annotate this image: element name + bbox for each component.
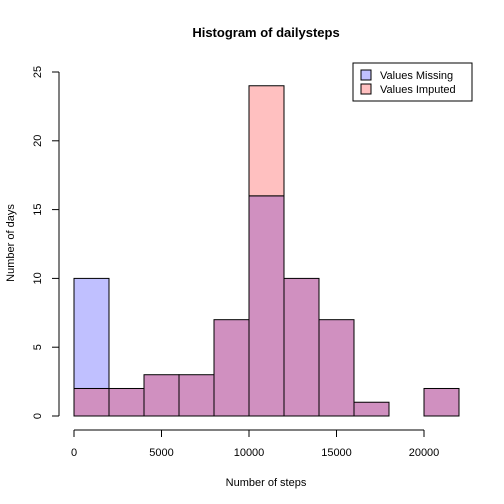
y-tick-label: 5 bbox=[32, 344, 44, 350]
bar-overlap bbox=[108, 387, 145, 417]
bar-overlap bbox=[283, 277, 320, 417]
legend-label: Values Missing bbox=[380, 70, 453, 82]
y-tick-label: 20 bbox=[32, 135, 44, 147]
y-tick-label: 0 bbox=[32, 413, 44, 419]
y-tick-label: 15 bbox=[32, 203, 44, 215]
bar-imputed-excess bbox=[248, 85, 285, 197]
x-tick-label: 10000 bbox=[234, 447, 265, 459]
x-axis-label: Number of steps bbox=[226, 477, 307, 489]
legend-swatch bbox=[360, 69, 372, 81]
x-tick-label: 15000 bbox=[321, 447, 352, 459]
legend-box bbox=[352, 62, 473, 102]
x-tick-label: 5000 bbox=[149, 447, 173, 459]
bar-overlap bbox=[143, 374, 180, 417]
bar-overlap bbox=[353, 401, 390, 417]
bar-overlap bbox=[178, 374, 215, 417]
x-tick-label: 0 bbox=[71, 447, 77, 459]
bar-missing-excess bbox=[73, 277, 110, 389]
axes-group: 0 5000 10000 15000 20000 0 5 10 15 20 25 bbox=[32, 66, 439, 459]
y-tick-label: 10 bbox=[32, 272, 44, 284]
bar-overlap bbox=[213, 319, 250, 417]
bar-overlap bbox=[248, 195, 285, 417]
legend-swatch bbox=[360, 83, 372, 95]
chart-title: Histogram of dailysteps bbox=[192, 25, 339, 40]
bar-overlap bbox=[318, 319, 355, 417]
bars-group bbox=[73, 85, 460, 417]
y-tick-label: 25 bbox=[32, 66, 44, 78]
bar-overlap bbox=[73, 387, 110, 417]
legend: Values Missing Values Imputed bbox=[352, 62, 473, 102]
x-tick-label: 20000 bbox=[409, 447, 440, 459]
legend-label: Values Imputed bbox=[380, 84, 456, 96]
y-axis-label: Number of days bbox=[5, 204, 17, 282]
bar-overlap bbox=[423, 387, 460, 417]
